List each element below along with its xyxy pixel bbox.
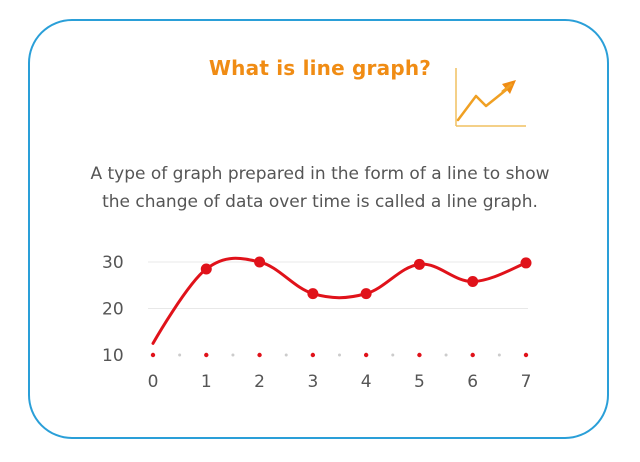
x-tick-label-0: 0 [148,372,159,392]
definition-line-2: the change of data over time is called a… [102,192,538,212]
baseline-dot [231,353,235,357]
baseline-dot [497,353,501,357]
x-tick-label-1: 1 [201,372,212,392]
baseline-tick-dot [204,352,209,358]
baseline-tick-dot [310,352,316,358]
data-point-4 [360,288,372,300]
definition-line-1: A type of graph prepared in the form of … [90,164,550,184]
x-tick-label-2: 2 [254,372,265,392]
content-card [28,19,609,439]
baseline-tick-dot [417,352,422,358]
x-tick-label-4: 4 [361,372,372,392]
baseline-tick-dot [470,352,475,358]
data-point-7 [520,257,532,269]
x-tick-label-7: 7 [521,372,532,392]
baseline-tick-dot [150,352,156,358]
data-point-3 [307,288,319,300]
baseline-dot [338,353,341,357]
data-point-2 [254,256,266,268]
y-tick-label-30: 30 [102,253,124,273]
trend-up-arrow-icon [455,68,526,127]
baseline-tick-dot [363,352,369,358]
y-tick-label-10: 10 [102,346,124,366]
data-point-1 [200,263,212,275]
data-point-6 [467,276,479,288]
baseline-dot [391,353,395,357]
baseline-dot [444,353,448,357]
x-tick-label-6: 6 [467,372,478,392]
data-point-5 [413,258,425,270]
baseline-tick-dot [257,352,262,358]
line-graph: 10 20 30 0 1 2 3 4 5 6 7 [102,253,532,392]
baseline-dot [284,353,288,357]
baseline-dot [178,353,182,357]
x-tick-label-3: 3 [307,372,318,392]
x-tick-label-5: 5 [414,372,425,392]
baseline-tick-dot [523,352,529,358]
y-tick-label-20: 20 [102,300,124,320]
page-title: What is line graph? [208,56,432,80]
definition-text: A type of graph prepared in the form of … [90,160,550,216]
